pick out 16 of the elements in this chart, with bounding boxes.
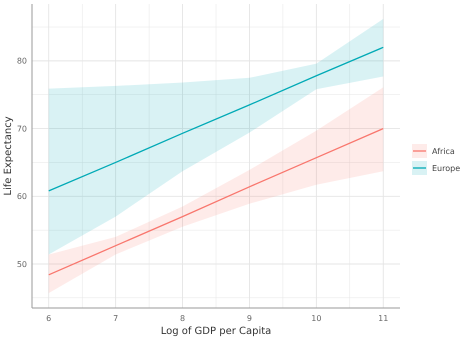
x-tick-label: 6 <box>46 314 52 323</box>
line-series <box>48 128 384 276</box>
legend-label: Europe <box>432 164 460 173</box>
y-tick-label: 80 <box>16 56 27 66</box>
y-tick-label: 60 <box>16 192 27 202</box>
legend-label: Africa <box>432 146 455 156</box>
y-tick-label: 50 <box>16 260 27 269</box>
x-tick-label: 8 <box>180 314 186 323</box>
y-tick-label: 70 <box>16 124 27 134</box>
x-axis-title: Log of GDP per Capita <box>160 326 272 337</box>
x-tick-label: 11 <box>378 314 388 323</box>
x-tick-label: 7 <box>113 314 118 323</box>
x-tick-label: 10 <box>311 314 322 323</box>
x-tick-label: 9 <box>246 314 252 323</box>
line-series <box>48 46 384 192</box>
y-axis-title: Life Expectancy <box>3 116 14 196</box>
